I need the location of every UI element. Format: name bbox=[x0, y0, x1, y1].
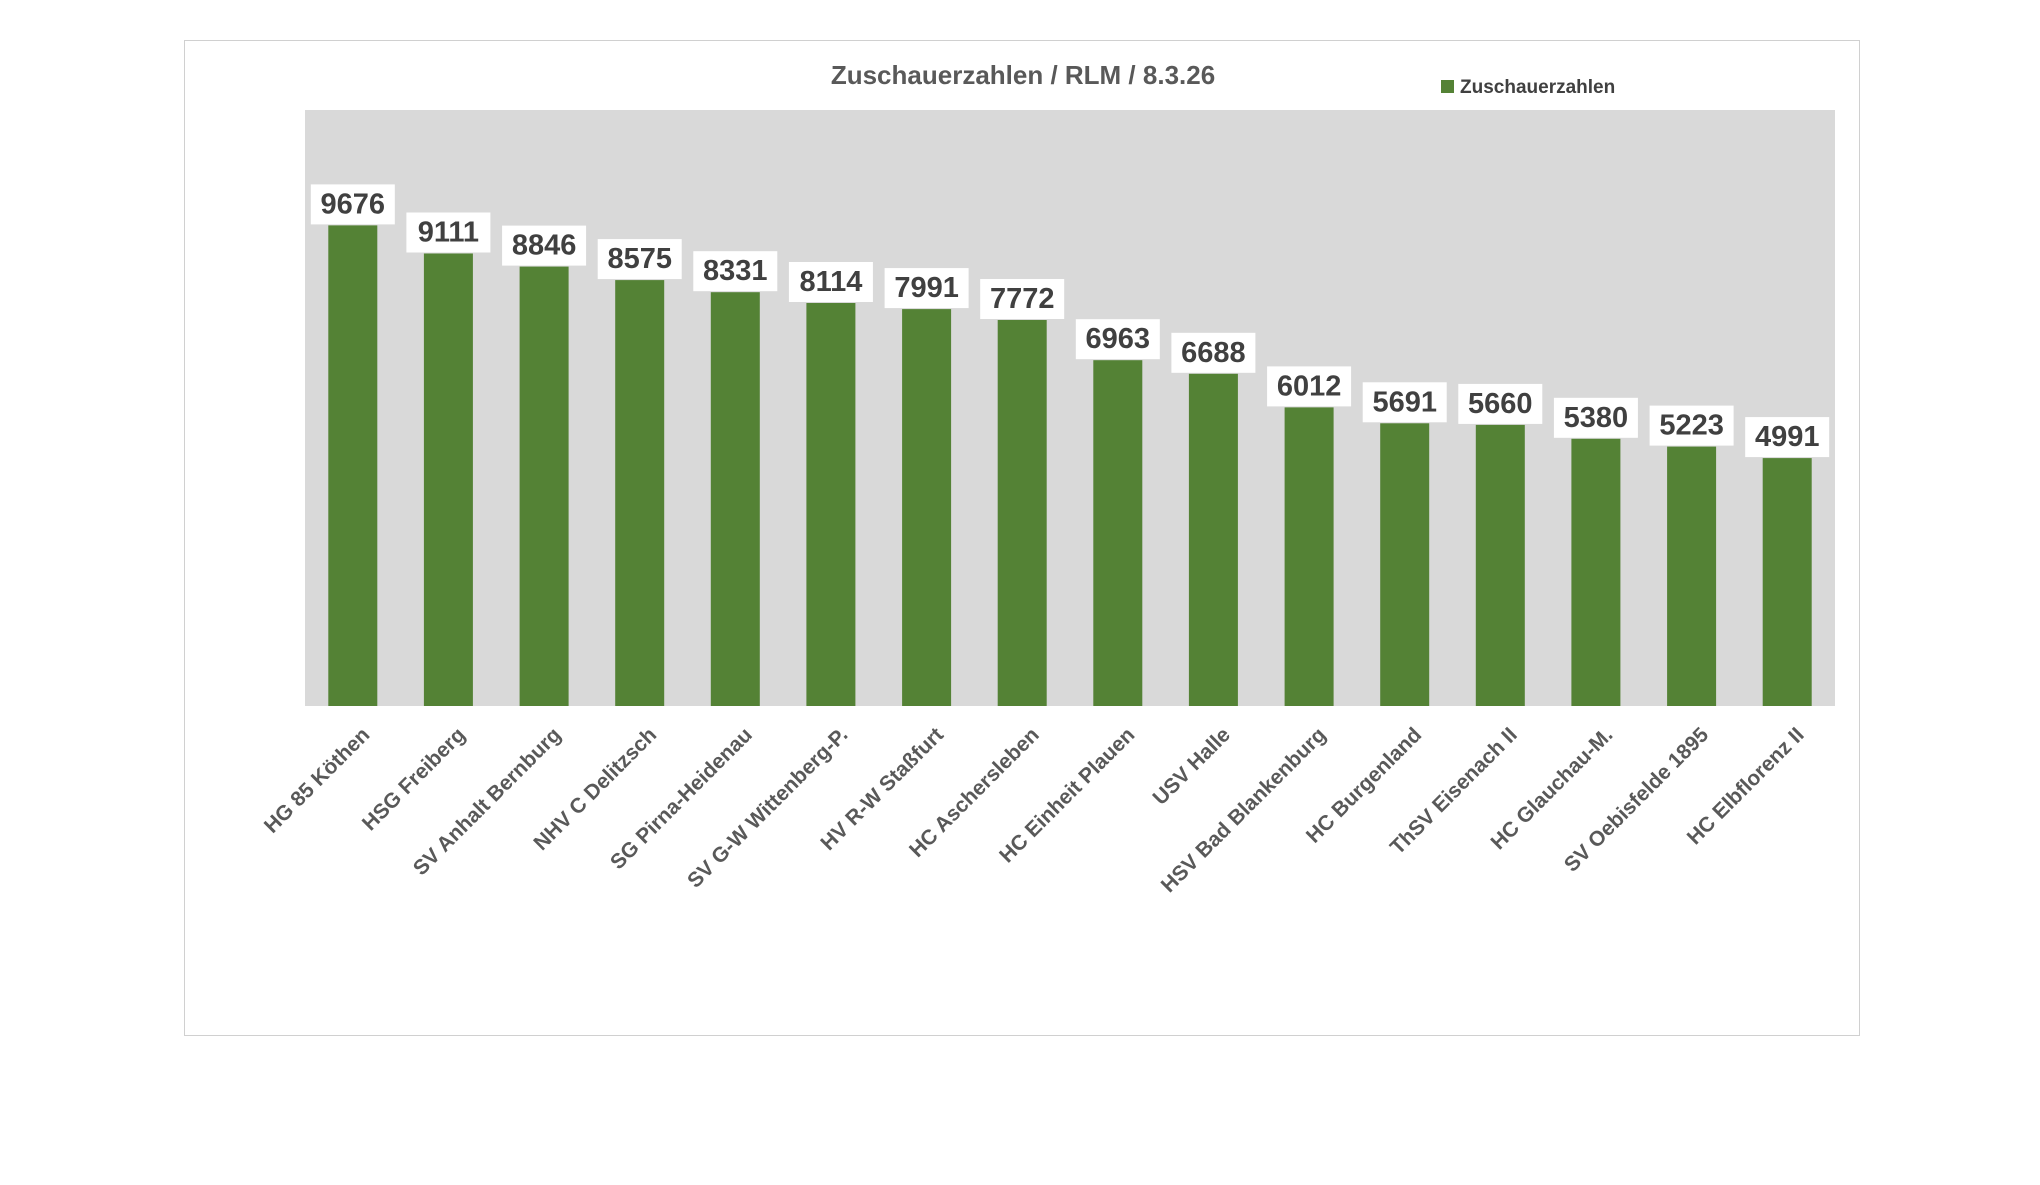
data-label-box bbox=[1553, 397, 1638, 438]
data-label-box bbox=[502, 225, 587, 266]
bar bbox=[423, 253, 473, 706]
data-label-box bbox=[693, 251, 778, 292]
data-label: 5660 bbox=[1468, 388, 1533, 420]
bar bbox=[902, 309, 952, 706]
data-label-box bbox=[1267, 366, 1352, 407]
legend: Zuschauerzahlen bbox=[1441, 77, 1615, 98]
bar bbox=[1284, 407, 1334, 706]
data-label: 5380 bbox=[1564, 402, 1629, 434]
data-label-box bbox=[1075, 319, 1160, 360]
data-label-box bbox=[980, 279, 1065, 319]
data-label-box bbox=[406, 212, 491, 253]
data-label: 6963 bbox=[1086, 323, 1151, 355]
data-label: 6688 bbox=[1181, 337, 1246, 369]
category-label: USV Halle bbox=[1149, 723, 1235, 809]
data-label-box bbox=[884, 268, 969, 309]
bars-layer bbox=[328, 225, 1812, 706]
category-label: SV G-W Wittenberg-P. bbox=[683, 723, 852, 892]
data-labels-layer: 9676 9111 8846 8575 8331 8114 7991 7772 6963 6688… bbox=[310, 184, 1830, 458]
bar bbox=[1380, 423, 1430, 706]
bar bbox=[1571, 438, 1621, 706]
bar bbox=[328, 225, 378, 706]
bar bbox=[519, 266, 569, 706]
chart-frame: Zuschauerzahlen / RLM / 8.3.26 Zuschauer… bbox=[184, 40, 1860, 1036]
data-label: 5691 bbox=[1372, 386, 1437, 418]
bar bbox=[1475, 424, 1525, 706]
bar bbox=[806, 303, 856, 706]
data-label: 8575 bbox=[607, 243, 672, 275]
data-label: 8114 bbox=[799, 266, 862, 298]
bar bbox=[710, 292, 760, 706]
category-label: HSV Bad Blankenburg bbox=[1157, 723, 1331, 897]
bar bbox=[1762, 458, 1812, 706]
data-label: 5223 bbox=[1659, 410, 1724, 442]
data-label: 6012 bbox=[1277, 370, 1342, 402]
bar bbox=[1667, 446, 1717, 706]
data-label: 8331 bbox=[703, 255, 768, 287]
data-label: 4991 bbox=[1755, 421, 1820, 453]
data-label-box bbox=[788, 262, 873, 302]
data-label-box bbox=[1745, 417, 1830, 458]
data-label: 9676 bbox=[321, 188, 386, 220]
bar bbox=[997, 320, 1047, 706]
data-label: 8846 bbox=[512, 230, 577, 262]
chart-title: Zuschauerzahlen / RLM / 8.3.26 bbox=[831, 60, 1215, 90]
data-label-box bbox=[597, 239, 682, 280]
data-label-box bbox=[1649, 405, 1734, 446]
legend-label: Zuschauerzahlen bbox=[1460, 77, 1615, 98]
data-label-box bbox=[1458, 383, 1543, 424]
data-label: 7772 bbox=[990, 283, 1055, 315]
category-label: HG 85 Köthen bbox=[260, 723, 374, 837]
data-label-box bbox=[1362, 382, 1447, 423]
data-label: 7991 bbox=[894, 272, 959, 304]
bar bbox=[1188, 373, 1238, 706]
legend-swatch bbox=[1441, 80, 1454, 93]
bar bbox=[1093, 360, 1143, 706]
bar bbox=[615, 280, 665, 706]
bar-chart: Zuschauerzahlen / RLM / 8.3.26 Zuschauer… bbox=[260, 60, 1835, 897]
data-label: 9111 bbox=[418, 217, 479, 249]
data-label-box bbox=[310, 184, 395, 225]
data-label-box bbox=[1171, 332, 1256, 373]
